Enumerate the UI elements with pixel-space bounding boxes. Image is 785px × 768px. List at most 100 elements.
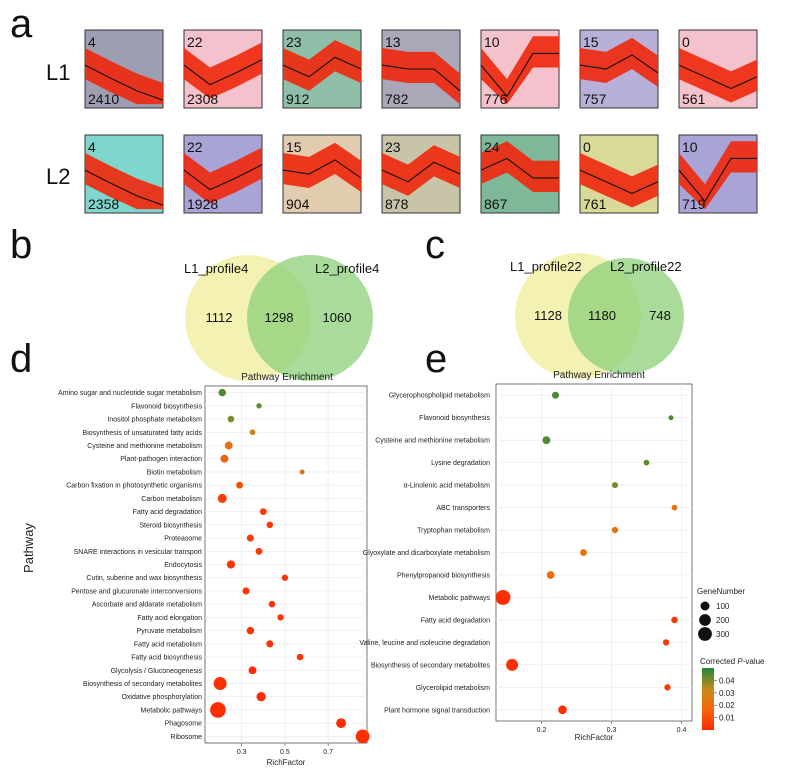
enrichment-point	[266, 521, 274, 529]
profile-tile: 23 878	[381, 134, 461, 214]
chart-e-title: Pathway Enrichment	[553, 370, 645, 381]
profile-tile: 0 761	[579, 134, 659, 214]
profile-tile: 22 2308	[183, 29, 263, 109]
pathway-label: Phagosome	[165, 721, 202, 728]
profile-gene-count: 867	[484, 196, 508, 212]
profile-tile: 10 719	[678, 134, 758, 214]
profile-tile: 0 561	[678, 29, 758, 109]
profile-tile: 4 2358	[84, 134, 164, 214]
legend-size-dot	[699, 614, 711, 626]
pathway-label: Metabolic pathways	[429, 595, 491, 602]
pathway-label: Tryptophan metabolism	[417, 528, 490, 535]
legend-color-label: 0.03	[719, 689, 735, 698]
pathway-label: Biotin metabolism	[147, 469, 202, 476]
chart-e: Pathway Enrichment Glycerophospholipid m…	[359, 370, 765, 742]
pathway-label: Steroid biosynthesis	[139, 522, 202, 529]
pathway-label: Pentose and glucuronate interconversions	[71, 588, 202, 595]
enrichment-point	[218, 388, 227, 397]
profile-gene-count: 776	[484, 91, 508, 107]
profile-band	[679, 47, 757, 103]
pathway-label: Flavonoid biosynthesis	[419, 415, 490, 422]
enrichment-point	[256, 403, 262, 409]
profile-tile: 23 912	[282, 29, 362, 109]
venn-c-left-label: L1_profile22	[510, 259, 582, 274]
profile-gene-count: 719	[682, 196, 706, 212]
row-label-l2: L2	[46, 164, 70, 189]
enrichment-point	[355, 729, 370, 744]
profile-gene-count: 878	[385, 196, 409, 212]
enrichment-point	[217, 493, 227, 503]
profile-gene-count: 912	[286, 91, 310, 107]
pathway-label: Flavonoid biosynthesis	[131, 403, 202, 410]
pathway-label: Carbon fixation in photosynthetic organi…	[66, 483, 202, 490]
enrichment-point	[255, 547, 263, 555]
profile-id: 13	[385, 34, 401, 50]
enrichment-point	[248, 666, 257, 675]
pathway-label: ABC transporters	[436, 505, 490, 512]
profile-id: 22	[187, 139, 203, 155]
enrichment-point	[259, 508, 267, 516]
pathway-label: Amino sugar and nucleotide sugar metabol…	[58, 390, 202, 397]
venn-b-right-label: L2_profile4	[315, 261, 379, 276]
pathway-label: Glycerophospholipid metabolism	[389, 393, 490, 400]
pathway-label: α-Linolenic acid metabolism	[403, 483, 490, 490]
venn-c-overlap: 1180	[588, 308, 616, 323]
enrichment-point	[668, 415, 674, 421]
pathway-label: Glycerolipid metabolism	[416, 685, 490, 692]
pathway-label: Ascorbate and aldarate metabolism	[92, 602, 202, 609]
x-tick-label: 0.3	[607, 727, 617, 734]
profile-id: 0	[583, 139, 591, 155]
enrichment-point	[296, 653, 304, 661]
enrichment-point	[664, 684, 671, 691]
profile-band	[184, 42, 262, 99]
enrichment-point	[546, 571, 555, 579]
pathway-label: Carbon metabolism	[141, 496, 202, 503]
x-tick-label: 0.2	[537, 727, 547, 734]
profile-id: 15	[583, 34, 599, 50]
enrichment-point	[213, 676, 227, 691]
legend-color-label: 0.04	[719, 676, 735, 685]
profile-mean-line	[579, 54, 659, 74]
pathway-label: Biosynthesis of unsaturated fatty acids	[83, 430, 203, 437]
enrichment-point	[558, 705, 567, 715]
profile-mean-line	[678, 64, 758, 90]
enrichment-point	[542, 436, 551, 445]
enrichment-point	[227, 415, 235, 423]
profile-id: 0	[682, 34, 690, 50]
profile-band	[184, 147, 262, 204]
profile-tile: 15 904	[282, 134, 362, 214]
profile-band	[85, 152, 163, 210]
profile-band	[481, 141, 559, 192]
pathway-label: Biosynthesis of secondary metabolites	[371, 662, 491, 669]
enrichment-point	[336, 718, 347, 729]
profile-gene-count: 782	[385, 91, 409, 107]
profile-tile: 10 776	[480, 29, 560, 109]
profile-gene-count: 761	[583, 196, 607, 212]
profile-mean-line	[480, 157, 559, 179]
profile-gene-count: 561	[682, 91, 706, 107]
profile-band	[85, 47, 163, 105]
pathway-label: Endocytosis	[164, 562, 202, 569]
venn-b-left-only: 1112	[206, 310, 233, 325]
profile-tile: 24 867	[480, 134, 560, 214]
x-tick-label: 0.5	[280, 749, 290, 756]
venn-c-right-only: 748	[649, 308, 671, 323]
panel-label-a: a	[10, 2, 33, 46]
profile-mean-line	[381, 161, 461, 183]
enrichment-point	[236, 481, 243, 489]
pathway-label: SNARE interactions in vesicular transpor…	[74, 549, 202, 556]
profile-mean-line	[381, 64, 461, 92]
profile-tile: 15 757	[579, 29, 659, 109]
profile-band	[382, 47, 460, 105]
pathway-label: Ribosome	[170, 734, 202, 741]
profile-mean-line	[84, 169, 164, 206]
pathway-label: Proteasome	[164, 536, 202, 543]
enrichment-point	[249, 429, 256, 436]
row-label-l1: L1	[46, 60, 70, 85]
profile-tile: 4 2410	[84, 29, 164, 109]
profile-mean-line	[678, 157, 757, 203]
pathway-label: Glyoxylate and dicarboxylate metabolism	[363, 550, 490, 557]
pathway-label: Glycolysis / Gluconeogenesis	[111, 668, 203, 675]
enrichment-point	[277, 614, 284, 621]
pathway-label: Phenylpropanoid biosynthesis	[397, 572, 491, 579]
